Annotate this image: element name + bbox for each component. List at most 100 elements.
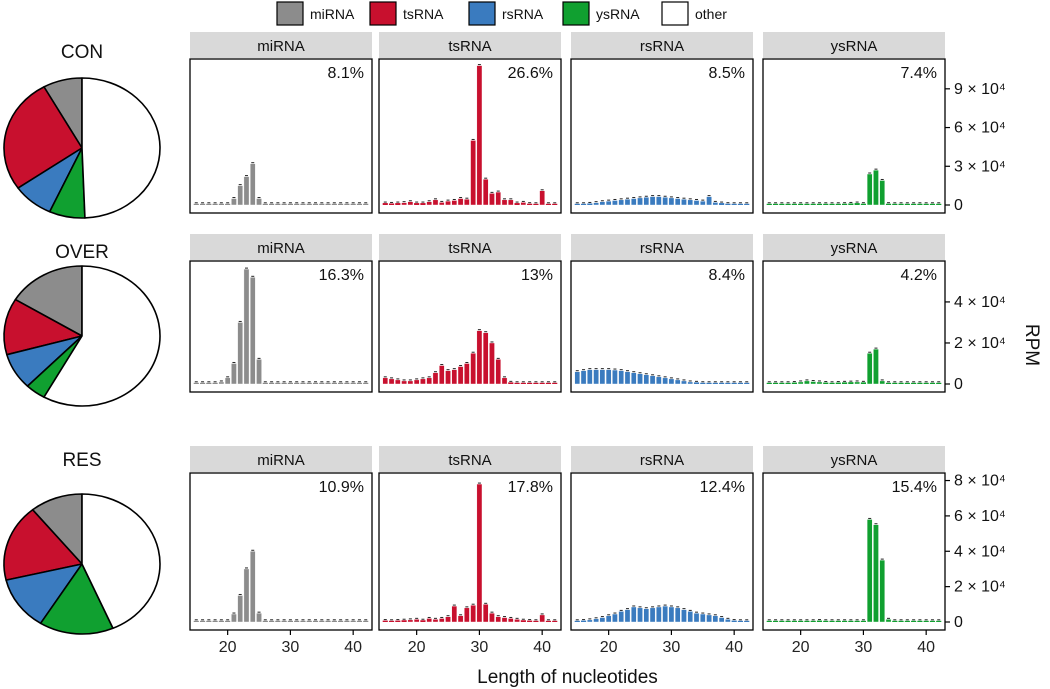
bar-con-rsRNA-23 xyxy=(624,198,631,206)
bar-res-tsRNA-38 xyxy=(527,620,533,622)
bar-res-rsRNA-23 xyxy=(624,609,631,623)
bar-res-tsRNA-27 xyxy=(457,615,464,623)
bar-con-tsRNA-17 xyxy=(395,203,401,205)
panel-over-tsRNA xyxy=(378,260,562,393)
bar-con-tsRNA-19 xyxy=(407,201,414,206)
bar-over-miRNA-20 xyxy=(224,377,231,385)
bar-over-rsRNA-34 xyxy=(693,382,700,384)
bar-con-miRNA-17 xyxy=(206,203,212,205)
bar-con-miRNA-26 xyxy=(262,203,268,205)
y-axis-title: RPM xyxy=(1021,324,1042,366)
bar-res-tsRNA-31 xyxy=(482,604,489,623)
bar-res-rsRNA-19 xyxy=(599,617,606,623)
bar-con-ysRNA-27 xyxy=(842,203,848,205)
bar-over-ysRNA-25 xyxy=(829,382,835,384)
strip-label-over-miRNA: miRNA xyxy=(257,240,305,257)
bar-over-tsRNA-34 xyxy=(501,377,508,385)
ytick-label-res-40000: 4 × 10⁴ xyxy=(954,543,1006,560)
panel-res-rsRNA xyxy=(570,472,754,631)
bar-con-rsRNA-31 xyxy=(674,198,681,206)
bar-over-tsRNA-31 xyxy=(482,332,489,385)
xtick-label-res-tsRNA-20: 20 xyxy=(408,639,426,656)
bar-con-tsRNA-27 xyxy=(457,198,464,206)
bar-con-rsRNA-28 xyxy=(656,196,662,206)
pie-slice-con-other xyxy=(81,77,161,219)
bar-con-ysRNA-29 xyxy=(854,203,860,205)
bar-res-ysRNA-36 xyxy=(898,620,904,622)
bar-res-tsRNA-32 xyxy=(489,612,495,623)
bar-res-miRNA-26 xyxy=(262,620,268,622)
ytick-label-over-20000: 2 × 10⁴ xyxy=(954,335,1006,352)
strip-con-ysRNA xyxy=(763,32,945,58)
bar-over-miRNA-33 xyxy=(306,382,312,384)
bar-con-tsRNA-26 xyxy=(451,200,458,206)
bar-con-tsRNA-18 xyxy=(401,202,407,206)
bar-con-tsRNA-41 xyxy=(545,203,552,205)
bar-res-rsRNA-29 xyxy=(662,605,668,623)
percent-con-tsRNA: 26.6% xyxy=(508,65,553,82)
strip-over-tsRNA xyxy=(379,234,561,260)
bar-res-rsRNA-28 xyxy=(656,606,662,623)
bar-res-miRNA-22 xyxy=(237,595,243,623)
bar-over-rsRNA-20 xyxy=(605,369,612,385)
bar-con-ysRNA-25 xyxy=(829,203,835,205)
pie-slice-res-ysRNA xyxy=(39,563,114,635)
bar-con-miRNA-37 xyxy=(331,203,337,205)
bar-res-miRNA-38 xyxy=(338,620,344,622)
bar-res-rsRNA-22 xyxy=(618,611,624,623)
bar-con-rsRNA-18 xyxy=(593,202,599,206)
bar-res-rsRNA-37 xyxy=(712,615,719,623)
bar-over-miRNA-21 xyxy=(231,363,237,385)
bar-over-rsRNA-33 xyxy=(687,381,694,385)
bar-res-rsRNA-35 xyxy=(700,613,706,623)
bar-res-tsRNA-36 xyxy=(514,619,520,623)
percent-con-miRNA: 8.1% xyxy=(328,65,364,82)
bar-over-miRNA-32 xyxy=(300,382,306,384)
bar-con-rsRNA-40 xyxy=(731,203,737,205)
bar-res-rsRNA-27 xyxy=(649,607,656,623)
bar-over-ysRNA-21 xyxy=(804,380,810,385)
bar-con-tsRNA-37 xyxy=(520,202,527,206)
xtick-label-res-rsRNA-20: 20 xyxy=(600,639,618,656)
bar-con-ysRNA-39 xyxy=(917,203,923,205)
bar-con-ysRNA-40 xyxy=(923,203,929,205)
bar-res-tsRNA-40 xyxy=(539,614,545,623)
bar-res-miRNA-37 xyxy=(331,620,337,622)
bar-over-tsRNA-41 xyxy=(545,382,552,384)
bar-over-tsRNA-25 xyxy=(445,370,451,385)
bar-over-ysRNA-22 xyxy=(810,381,816,385)
bar-over-rsRNA-35 xyxy=(700,382,706,384)
bar-con-miRNA-36 xyxy=(325,203,331,205)
bar-con-tsRNA-23 xyxy=(432,199,439,206)
strip-res-tsRNA xyxy=(379,446,561,472)
bar-res-miRNA-32 xyxy=(300,620,306,622)
bar-res-miRNA-35 xyxy=(319,620,325,622)
bar-over-tsRNA-29 xyxy=(470,353,476,385)
bar-con-ysRNA-24 xyxy=(823,203,829,205)
bar-over-miRNA-34 xyxy=(312,382,319,384)
bar-con-rsRNA-36 xyxy=(706,196,712,206)
bar-over-tsRNA-27 xyxy=(457,366,464,385)
bar-over-miRNA-26 xyxy=(262,382,268,384)
bar-con-tsRNA-25 xyxy=(445,200,451,206)
bar-over-miRNA-22 xyxy=(237,322,243,385)
bar-res-rsRNA-38 xyxy=(718,617,725,623)
bar-res-miRNA-30 xyxy=(287,620,293,622)
ytick-label-con-0: 0 xyxy=(954,197,963,214)
xtick-label-res-ysRNA-30: 30 xyxy=(855,639,873,656)
strip-label-over-tsRNA: tsRNA xyxy=(448,240,491,257)
bar-over-tsRNA-26 xyxy=(451,369,458,385)
bar-over-ysRNA-40 xyxy=(923,382,929,384)
bar-res-ysRNA-41 xyxy=(929,620,936,622)
panel-res-ysRNA xyxy=(762,472,946,631)
bar-con-miRNA-39 xyxy=(344,203,350,205)
ytick-label-con-60000: 6 × 10⁴ xyxy=(954,120,1006,137)
percent-con-rsRNA: 8.5% xyxy=(709,65,745,82)
bar-con-rsRNA-33 xyxy=(687,199,694,206)
bar-over-ysRNA-34 xyxy=(885,382,892,384)
bar-over-rsRNA-25 xyxy=(637,373,643,385)
bar-res-miRNA-27 xyxy=(269,620,275,622)
bar-over-ysRNA-38 xyxy=(911,382,917,384)
bar-con-miRNA-42 xyxy=(363,203,369,205)
